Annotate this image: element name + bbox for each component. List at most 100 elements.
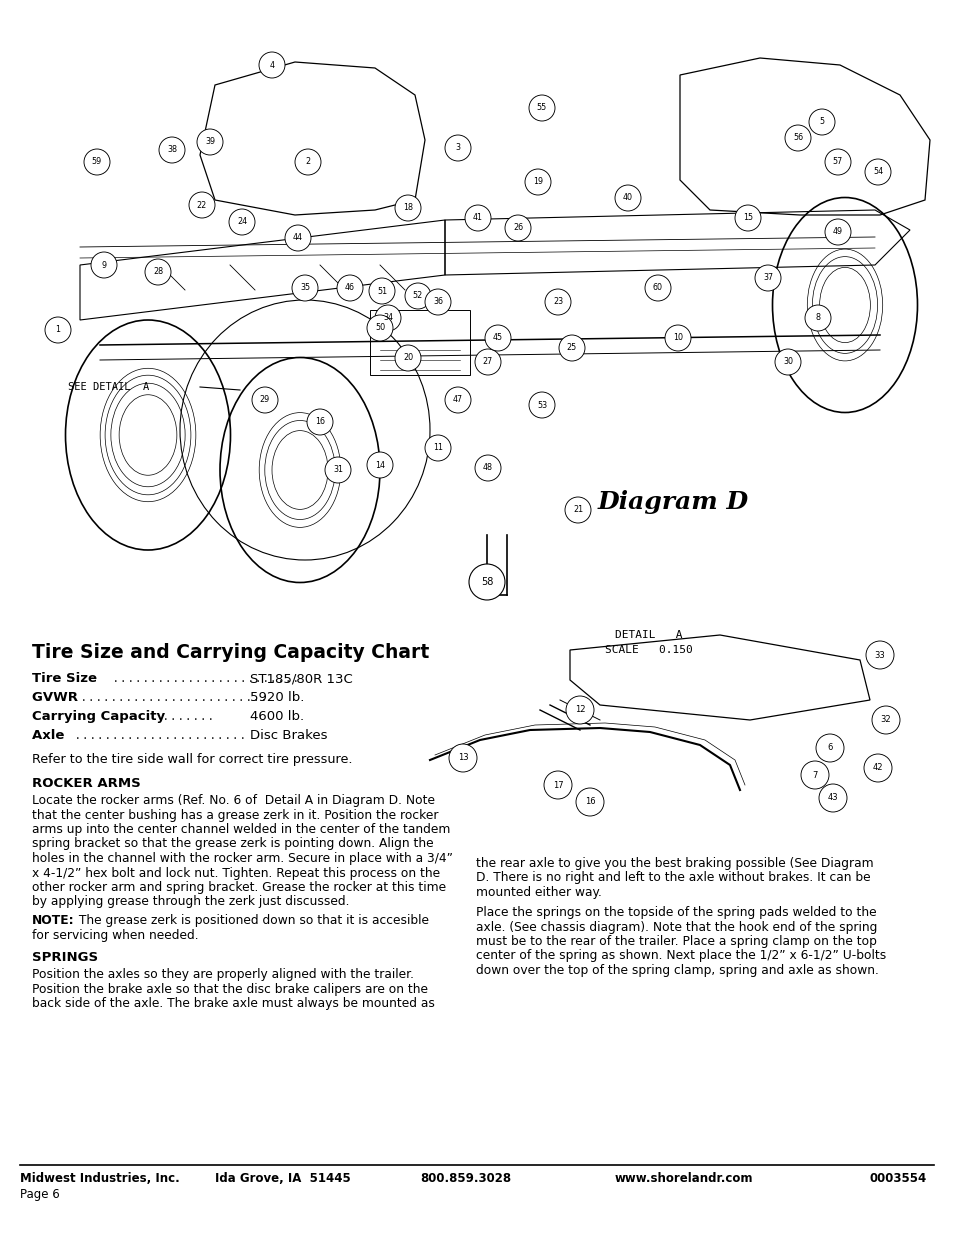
Circle shape bbox=[564, 496, 590, 522]
Circle shape bbox=[84, 149, 110, 175]
Text: Position the axles so they are properly aligned with the trailer.: Position the axles so they are properly … bbox=[32, 968, 414, 981]
Text: 13: 13 bbox=[457, 753, 468, 762]
Circle shape bbox=[529, 391, 555, 417]
Text: 30: 30 bbox=[782, 357, 792, 367]
Text: 37: 37 bbox=[762, 273, 772, 283]
Text: 20: 20 bbox=[402, 353, 413, 363]
Text: 6: 6 bbox=[826, 743, 832, 752]
Circle shape bbox=[576, 788, 603, 816]
Circle shape bbox=[159, 137, 185, 163]
Text: 5920 lb.: 5920 lb. bbox=[250, 692, 304, 704]
Text: 27: 27 bbox=[482, 357, 493, 367]
Circle shape bbox=[375, 305, 400, 331]
Circle shape bbox=[325, 457, 351, 483]
Circle shape bbox=[444, 387, 471, 412]
Bar bbox=[0, 0, 953, 618]
Circle shape bbox=[336, 275, 363, 301]
Circle shape bbox=[871, 706, 899, 734]
Circle shape bbox=[367, 315, 393, 341]
Circle shape bbox=[285, 225, 311, 251]
Circle shape bbox=[189, 191, 214, 219]
Circle shape bbox=[45, 317, 71, 343]
Text: Page 6: Page 6 bbox=[20, 1188, 60, 1200]
Text: spring bracket so that the grease zerk is pointing down. Align the: spring bracket so that the grease zerk i… bbox=[32, 837, 434, 851]
Text: 56: 56 bbox=[792, 133, 802, 142]
Text: Place the springs on the topside of the spring pads welded to the: Place the springs on the topside of the … bbox=[476, 906, 876, 919]
Text: 29: 29 bbox=[259, 395, 270, 405]
Text: 22: 22 bbox=[196, 200, 207, 210]
Text: 800.859.3028: 800.859.3028 bbox=[419, 1172, 511, 1186]
Text: Position the brake axle so that the disc brake calipers are on the: Position the brake axle so that the disc… bbox=[32, 983, 428, 995]
Text: 58: 58 bbox=[480, 577, 493, 587]
Text: 47: 47 bbox=[453, 395, 462, 405]
Circle shape bbox=[258, 52, 285, 78]
Text: Ida Grove, IA  51445: Ida Grove, IA 51445 bbox=[214, 1172, 351, 1186]
Circle shape bbox=[808, 109, 834, 135]
Text: back side of the axle. The brake axle must always be mounted as: back side of the axle. The brake axle mu… bbox=[32, 997, 435, 1010]
Text: Midwest Industries, Inc.: Midwest Industries, Inc. bbox=[20, 1172, 179, 1186]
Circle shape bbox=[294, 149, 320, 175]
Text: Tire Size: Tire Size bbox=[32, 672, 102, 685]
Text: 17: 17 bbox=[552, 781, 562, 789]
Circle shape bbox=[774, 350, 801, 375]
Text: 3: 3 bbox=[455, 143, 460, 152]
Text: 24: 24 bbox=[236, 217, 247, 226]
Text: 42: 42 bbox=[872, 763, 882, 773]
Text: arms up into the center channel welded in the center of the tandem: arms up into the center channel welded i… bbox=[32, 823, 450, 836]
Circle shape bbox=[475, 454, 500, 480]
Circle shape bbox=[464, 205, 491, 231]
Text: 0003554: 0003554 bbox=[869, 1172, 926, 1186]
Text: 44: 44 bbox=[293, 233, 303, 242]
Text: 32: 32 bbox=[880, 715, 890, 725]
Circle shape bbox=[395, 195, 420, 221]
Text: 4: 4 bbox=[269, 61, 274, 69]
Text: 52: 52 bbox=[413, 291, 423, 300]
Circle shape bbox=[444, 135, 471, 161]
Circle shape bbox=[524, 169, 551, 195]
Text: 54: 54 bbox=[872, 168, 882, 177]
Text: 18: 18 bbox=[402, 204, 413, 212]
Text: 38: 38 bbox=[167, 146, 177, 154]
Text: DETAIL   A
SCALE   0.150: DETAIL A SCALE 0.150 bbox=[604, 630, 692, 655]
Circle shape bbox=[91, 252, 117, 278]
Circle shape bbox=[824, 219, 850, 245]
Text: 49: 49 bbox=[832, 227, 842, 236]
Text: must be to the rear of the trailer. Place a spring clamp on the top: must be to the rear of the trailer. Plac… bbox=[476, 935, 876, 948]
Text: SEE DETAIL  A: SEE DETAIL A bbox=[68, 382, 149, 391]
Text: Diagram D: Diagram D bbox=[598, 490, 748, 514]
Circle shape bbox=[804, 305, 830, 331]
Circle shape bbox=[405, 283, 431, 309]
Circle shape bbox=[395, 345, 420, 370]
Text: 43: 43 bbox=[827, 794, 838, 803]
Circle shape bbox=[484, 325, 511, 351]
Text: 10: 10 bbox=[672, 333, 682, 342]
Text: ST185/80R 13C: ST185/80R 13C bbox=[250, 672, 353, 685]
Circle shape bbox=[543, 771, 572, 799]
Circle shape bbox=[864, 159, 890, 185]
Text: by applying grease through the zerk just discussed.: by applying grease through the zerk just… bbox=[32, 895, 349, 909]
Circle shape bbox=[469, 564, 504, 600]
Circle shape bbox=[865, 641, 893, 669]
Text: down over the top of the spring clamp, spring and axle as shown.: down over the top of the spring clamp, s… bbox=[476, 965, 878, 977]
Text: 4600 lb.: 4600 lb. bbox=[250, 710, 304, 722]
Text: the rear axle to give you the best braking possible (See Diagram: the rear axle to give you the best braki… bbox=[476, 857, 873, 869]
Text: 36: 36 bbox=[433, 298, 442, 306]
Text: other rocker arm and spring bracket. Grease the rocker at this time: other rocker arm and spring bracket. Gre… bbox=[32, 881, 446, 894]
Text: that the center bushing has a grease zerk in it. Position the rocker: that the center bushing has a grease zer… bbox=[32, 809, 438, 821]
Circle shape bbox=[863, 755, 891, 782]
Circle shape bbox=[801, 761, 828, 789]
Text: 16: 16 bbox=[584, 798, 595, 806]
Text: 8: 8 bbox=[815, 314, 820, 322]
Text: axle. (See chassis diagram). Note that the hook end of the spring: axle. (See chassis diagram). Note that t… bbox=[476, 920, 877, 934]
Text: 14: 14 bbox=[375, 461, 385, 469]
Text: 1: 1 bbox=[55, 326, 60, 335]
Bar bbox=[370, 310, 470, 375]
Text: 57: 57 bbox=[832, 158, 842, 167]
Circle shape bbox=[644, 275, 670, 301]
Circle shape bbox=[369, 278, 395, 304]
Text: 16: 16 bbox=[314, 417, 325, 426]
Circle shape bbox=[196, 128, 223, 156]
Text: 46: 46 bbox=[345, 284, 355, 293]
Text: 9: 9 bbox=[101, 261, 107, 269]
Text: 19: 19 bbox=[533, 178, 542, 186]
